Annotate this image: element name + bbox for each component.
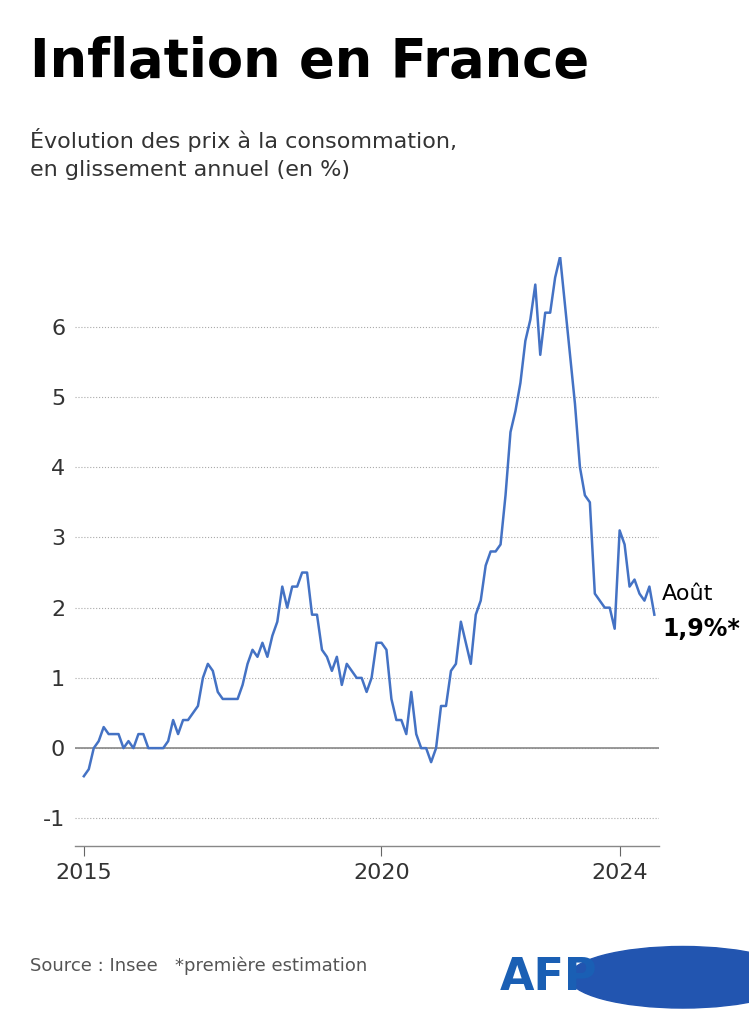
- Circle shape: [569, 946, 749, 1008]
- Text: Inflation en France: Inflation en France: [30, 36, 589, 88]
- Text: AFP: AFP: [500, 956, 598, 998]
- Text: Évolution des prix à la consommation,
en glissement annuel (en %): Évolution des prix à la consommation, en…: [30, 128, 457, 181]
- Text: Source : Insee   *première estimation: Source : Insee *première estimation: [30, 956, 367, 975]
- Text: Août: Août: [662, 584, 714, 603]
- Text: 1,9%*: 1,9%*: [662, 617, 740, 640]
